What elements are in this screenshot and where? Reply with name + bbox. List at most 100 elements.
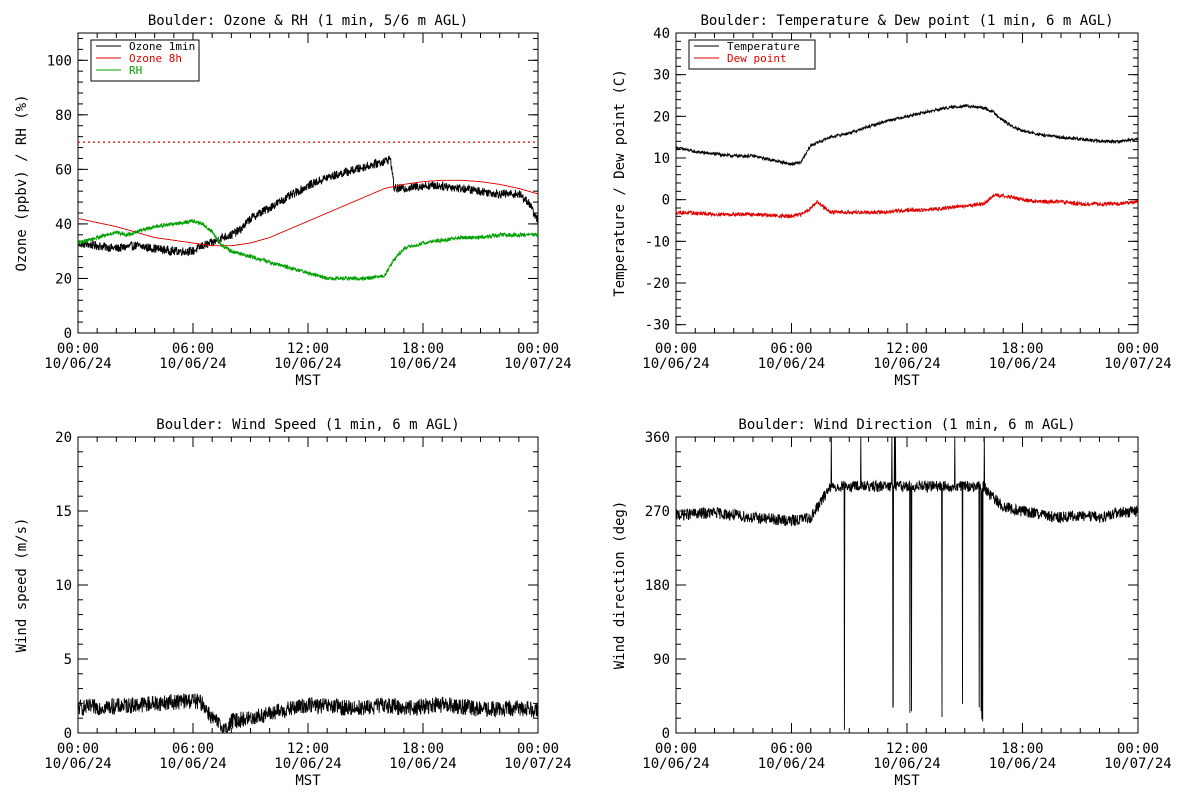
- y-tick-label: -20: [645, 276, 670, 292]
- x-tick-time: 18:00: [402, 341, 444, 357]
- legend-box: [688, 39, 816, 70]
- x-tick-time: 06:00: [172, 741, 214, 757]
- y-tick-label: 0: [662, 726, 670, 742]
- chart-title: Boulder: Temperature & Dew point (1 min,…: [700, 13, 1113, 29]
- y-tick-label: 360: [645, 430, 670, 446]
- x-tick-date: 10/06/24: [642, 756, 709, 772]
- series-line-ozone-1min: [78, 155, 538, 257]
- legend-entry: RH: [129, 64, 142, 77]
- series-line-ozone-8h: [78, 179, 538, 247]
- y-axis-label: Wind direction (deg): [612, 501, 628, 670]
- y-tick-label: 80: [55, 108, 72, 124]
- y-tick-label: 60: [55, 162, 72, 178]
- x-tick-time: 06:00: [172, 341, 214, 357]
- chart-ozone-rh: Boulder: Ozone & RH (1 min, 5/6 m AGL) 0 2…: [14, 13, 572, 389]
- y-tick-label: 0: [64, 326, 72, 342]
- x-tick-time: 00:00: [517, 341, 559, 357]
- x-tick-date: 10/07/24: [504, 756, 571, 772]
- series-line-rh: [78, 218, 538, 282]
- x-tick-date: 10/06/24: [873, 756, 940, 772]
- chart-wind-direction: Boulder: Wind Direction (1 min, 6 m AGL)…: [612, 417, 1172, 789]
- plot-area: [78, 693, 538, 733]
- plot-area: [676, 103, 1138, 219]
- x-tick-date: 10/06/24: [44, 756, 111, 772]
- series-line-temperature: [676, 103, 1138, 167]
- x-tick-time: 00:00: [57, 741, 99, 757]
- y-axis-label: Temperature / Dew point (C): [612, 69, 628, 297]
- x-axis-label: MST: [894, 773, 920, 789]
- x-tick-time: 00:00: [57, 341, 99, 357]
- chart-title: Boulder: Ozone & RH (1 min, 5/6 m AGL): [148, 13, 468, 29]
- y-tick-label: 100: [47, 53, 72, 69]
- x-tick-time: 12:00: [886, 341, 928, 357]
- chart-title: Boulder: Wind Direction (1 min, 6 m AGL): [738, 417, 1075, 433]
- y-tick-label: 0: [64, 726, 72, 742]
- x-tick-date: 10/06/24: [159, 356, 226, 372]
- x-tick-time: 00:00: [655, 341, 697, 357]
- plot-frame: [675, 436, 1139, 734]
- legend-box: [90, 39, 200, 82]
- x-tick-date: 10/07/24: [504, 356, 571, 372]
- x-axis-label: MST: [295, 773, 321, 789]
- x-axis-label: MST: [295, 373, 321, 389]
- y-tick-label: 0: [662, 193, 670, 209]
- y-tick-label: 20: [55, 271, 72, 287]
- x-tick-date: 10/06/24: [758, 356, 825, 372]
- y-tick-label: 10: [653, 151, 670, 167]
- series-line-dew-point: [676, 192, 1138, 219]
- y-tick-label: -10: [645, 234, 670, 250]
- y-tick-label: 5: [64, 652, 72, 668]
- x-tick-date: 10/06/24: [642, 356, 709, 372]
- y-axis-label: Wind speed (m/s): [14, 518, 30, 653]
- legend-entry: Ozone 1min: [129, 40, 195, 53]
- x-tick-time: 00:00: [1117, 341, 1159, 357]
- x-tick-time: 00:00: [1117, 741, 1159, 757]
- x-tick-time: 18:00: [1001, 741, 1043, 757]
- x-tick-date: 10/06/24: [159, 756, 226, 772]
- x-tick-time: 06:00: [770, 341, 812, 357]
- x-tick-date: 10/06/24: [44, 356, 111, 372]
- plot-frame: [77, 436, 539, 734]
- x-tick-time: 12:00: [287, 741, 329, 757]
- y-tick-label: 15: [55, 504, 72, 520]
- series-line-wind-speed: [78, 693, 538, 733]
- x-tick-time: 18:00: [1001, 341, 1043, 357]
- x-axis-label: MST: [894, 373, 920, 389]
- x-tick-date: 10/06/24: [389, 356, 456, 372]
- y-tick-label: 10: [55, 578, 72, 594]
- x-tick-time: 00:00: [517, 741, 559, 757]
- x-tick-date: 10/06/24: [274, 756, 341, 772]
- legend-entry: Dew point: [727, 52, 787, 65]
- y-axis-label: Ozone (ppbv) / RH (%): [14, 94, 30, 271]
- chart-title: Boulder: Wind Speed (1 min, 6 m AGL): [156, 417, 459, 433]
- x-tick-date: 10/06/24: [873, 356, 940, 372]
- y-tick-label: 20: [653, 109, 670, 125]
- y-tick-label: -30: [645, 318, 670, 334]
- x-tick-date: 10/06/24: [758, 756, 825, 772]
- x-tick-date: 10/06/24: [989, 756, 1056, 772]
- x-tick-time: 18:00: [402, 741, 444, 757]
- chart-wind-speed: Boulder: Wind Speed (1 min, 6 m AGL) 0 5 10…: [14, 417, 572, 789]
- x-tick-date: 10/07/24: [1104, 356, 1171, 372]
- plot-frame: [675, 32, 1139, 334]
- x-tick-date: 10/06/24: [989, 356, 1056, 372]
- y-tick-label: 20: [55, 430, 72, 446]
- y-tick-label: 90: [653, 652, 670, 668]
- series-line-wind-direction: [676, 437, 1138, 731]
- y-tick-label: 270: [645, 504, 670, 520]
- legend-entry: Ozone 8h: [129, 52, 182, 65]
- x-tick-date: 10/06/24: [389, 756, 456, 772]
- x-tick-date: 10/07/24: [1104, 756, 1171, 772]
- plot-area: [676, 437, 1138, 731]
- x-tick-date: 10/06/24: [274, 356, 341, 372]
- x-tick-time: 12:00: [287, 341, 329, 357]
- x-tick-time: 06:00: [770, 741, 812, 757]
- y-tick-label: 40: [55, 217, 72, 233]
- x-tick-time: 00:00: [655, 741, 697, 757]
- chart-temperature-dewpoint: Boulder: Temperature & Dew point (1 min,…: [612, 13, 1172, 389]
- y-tick-label: 40: [653, 26, 670, 42]
- legend-entry: Temperature: [727, 40, 800, 53]
